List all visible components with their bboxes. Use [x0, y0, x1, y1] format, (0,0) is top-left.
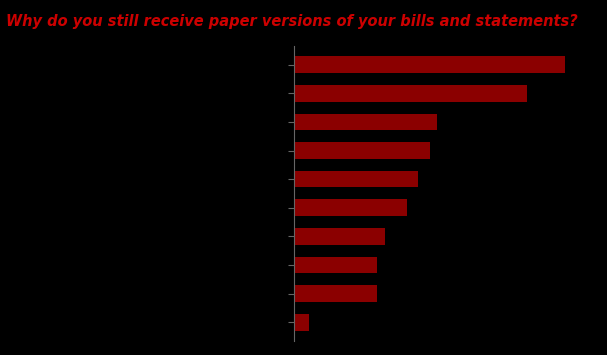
Bar: [294, 171, 418, 187]
Bar: [294, 56, 565, 73]
Bar: [294, 257, 377, 273]
Bar: [294, 314, 310, 331]
Bar: [294, 228, 385, 245]
Bar: [294, 200, 407, 216]
Bar: [294, 285, 377, 302]
Bar: [294, 85, 527, 102]
Text: Why do you still receive paper versions of your bills and statements?: Why do you still receive paper versions …: [6, 14, 578, 29]
Bar: [294, 142, 430, 159]
Bar: [294, 114, 437, 130]
